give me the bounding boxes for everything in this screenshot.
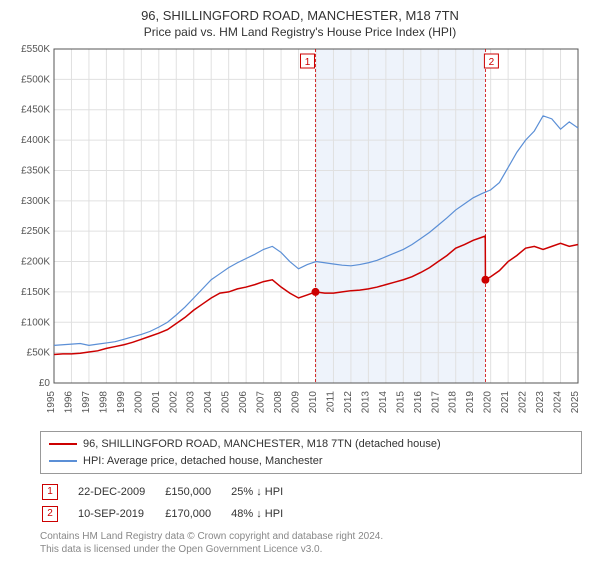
marker-badge: 1 [42,484,58,500]
svg-text:2019: 2019 [465,391,476,414]
svg-text:£550K: £550K [21,44,50,55]
marker-delta: 25% ↓ HPI [231,482,301,502]
svg-text:£450K: £450K [21,105,50,116]
svg-text:2002: 2002 [168,391,179,414]
svg-text:2001: 2001 [151,391,162,414]
chart-subtitle: Price paid vs. HM Land Registry's House … [0,25,600,39]
svg-text:1995: 1995 [46,391,57,414]
legend-item-hpi: HPI: Average price, detached house, Manc… [49,453,573,470]
svg-text:2021: 2021 [500,391,511,414]
marker-table: 1 22-DEC-2009£150,00025% ↓ HPI 2 10-SEP-201… [40,480,303,526]
legend-swatch-hpi [49,460,77,462]
license-text: Contains HM Land Registry data © Crown c… [40,530,582,556]
svg-text:1999: 1999 [116,391,127,414]
svg-text:2: 2 [489,57,495,68]
svg-text:£200K: £200K [21,257,50,268]
svg-text:2017: 2017 [430,391,441,414]
svg-text:2020: 2020 [483,391,494,414]
marker-delta: 48% ↓ HPI [231,504,301,524]
svg-text:£150K: £150K [21,287,50,298]
svg-text:2003: 2003 [186,391,197,414]
marker-price: £150,000 [165,482,229,502]
legend-label-property: 96, SHILLINGFORD ROAD, MANCHESTER, M18 7… [83,436,441,453]
svg-text:2009: 2009 [291,391,302,414]
svg-text:£500K: £500K [21,74,50,85]
marker-date: 22-DEC-2009 [78,482,163,502]
svg-text:2000: 2000 [133,391,144,414]
svg-text:2012: 2012 [343,391,354,414]
svg-text:1998: 1998 [98,391,109,414]
svg-text:2018: 2018 [448,391,459,414]
svg-text:2005: 2005 [221,391,232,414]
price-chart: £0 £50K £100K £150K £200K £250K £300K £350K £400… [10,43,590,423]
svg-text:2011: 2011 [325,391,336,413]
svg-text:£0: £0 [39,378,51,389]
svg-text:1: 1 [305,57,311,68]
svg-text:2004: 2004 [203,391,214,414]
svg-text:2024: 2024 [553,391,564,414]
svg-text:1997: 1997 [81,391,92,414]
legend-label-hpi: HPI: Average price, detached house, Manc… [83,453,323,470]
svg-text:£300K: £300K [21,196,50,207]
marker-row: 2 10-SEP-2019£170,00048% ↓ HPI [42,504,301,524]
svg-text:2008: 2008 [273,391,284,414]
marker-row: 1 22-DEC-2009£150,00025% ↓ HPI [42,482,301,502]
svg-text:£50K: £50K [27,348,51,359]
svg-text:£350K: £350K [21,165,50,176]
marker-badge: 2 [42,506,58,522]
svg-text:2007: 2007 [256,391,267,414]
marker-price: £170,000 [165,504,229,524]
svg-text:2015: 2015 [395,391,406,414]
svg-text:1996: 1996 [63,391,74,414]
svg-text:2022: 2022 [518,391,529,414]
license-line1: Contains HM Land Registry data © Crown c… [40,530,582,543]
marker-date: 10-SEP-2019 [78,504,163,524]
legend: 96, SHILLINGFORD ROAD, MANCHESTER, M18 7… [40,431,582,474]
svg-text:2025: 2025 [570,391,581,414]
svg-text:£100K: £100K [21,317,50,328]
svg-text:2014: 2014 [378,391,389,414]
license-line2: This data is licensed under the Open Gov… [40,543,582,556]
chart-title: 96, SHILLINGFORD ROAD, MANCHESTER, M18 7… [0,8,600,23]
svg-text:2013: 2013 [360,391,371,414]
svg-text:2006: 2006 [238,391,249,414]
svg-text:£250K: £250K [21,226,50,237]
svg-text:£400K: £400K [21,135,50,146]
legend-item-property: 96, SHILLINGFORD ROAD, MANCHESTER, M18 7… [49,436,573,453]
svg-text:2023: 2023 [535,391,546,414]
legend-swatch-property [49,443,77,445]
svg-text:2010: 2010 [308,391,319,414]
svg-text:2016: 2016 [413,391,424,414]
